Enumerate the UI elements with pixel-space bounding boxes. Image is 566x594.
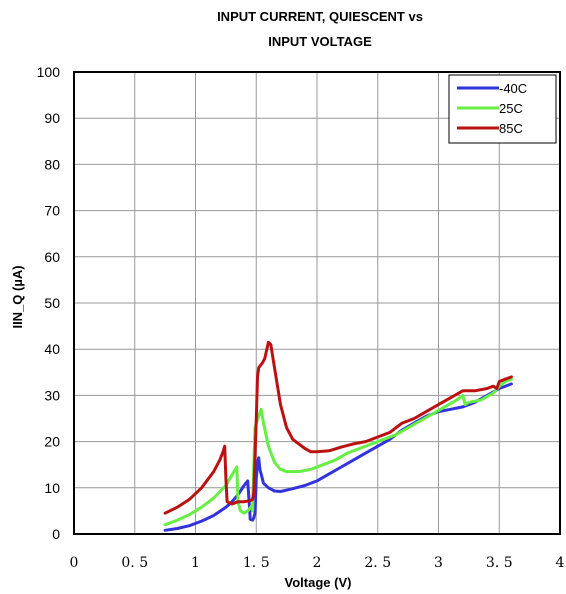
y-tick-label: 90: [44, 110, 60, 126]
x-tick-label: 0. 5: [121, 555, 148, 571]
legend: -40C 25C 85C: [448, 74, 557, 144]
legend-label: 25C: [499, 101, 523, 116]
x-tick-label: 1: [191, 555, 200, 571]
y-tick-label: 70: [44, 203, 60, 219]
y-tick-label: 0: [52, 526, 60, 542]
y-tick-label: 10: [44, 480, 60, 496]
y-tick-label: 40: [44, 341, 60, 357]
legend-label: 85C: [499, 121, 523, 136]
x-axis-ticks: 0 0. 5 1 1. 5 2 2. 5 3 3. 5 4: [70, 555, 565, 571]
series-line-1: [163, 377, 513, 527]
plot-frame: [73, 71, 561, 535]
x-tick-label: 1. 5: [243, 555, 270, 571]
y-axis-label: IIN_Q (µA): [10, 265, 25, 328]
x-tick-label: 0: [70, 555, 79, 571]
chart-title-line-2: INPUT VOLTAGE: [268, 34, 372, 49]
series-line-2: [163, 340, 513, 515]
legend-label: -40C: [499, 81, 527, 96]
y-axis-ticks: 0 10 20 30 40 50 60 70 80 90 100: [37, 64, 61, 542]
y-tick-label: 30: [44, 387, 60, 403]
x-tick-label: 3: [434, 555, 443, 571]
y-tick-label: 100: [37, 64, 61, 80]
y-tick-label: 50: [44, 295, 60, 311]
x-axis-label: Voltage (V): [285, 575, 352, 590]
y-tick-label: 60: [44, 249, 60, 265]
x-tick-label: 4: [556, 555, 565, 571]
x-tick-label: 2. 5: [364, 555, 391, 571]
x-tick-label: 3. 5: [486, 555, 513, 571]
grid-lines: [74, 72, 560, 534]
y-tick-label: 80: [44, 156, 60, 172]
series-lines: [163, 340, 513, 532]
x-tick-label: 2: [313, 555, 322, 571]
chart-title-line-1: INPUT CURRENT, QUIESCENT vs: [217, 9, 423, 24]
y-tick-label: 20: [44, 434, 60, 450]
